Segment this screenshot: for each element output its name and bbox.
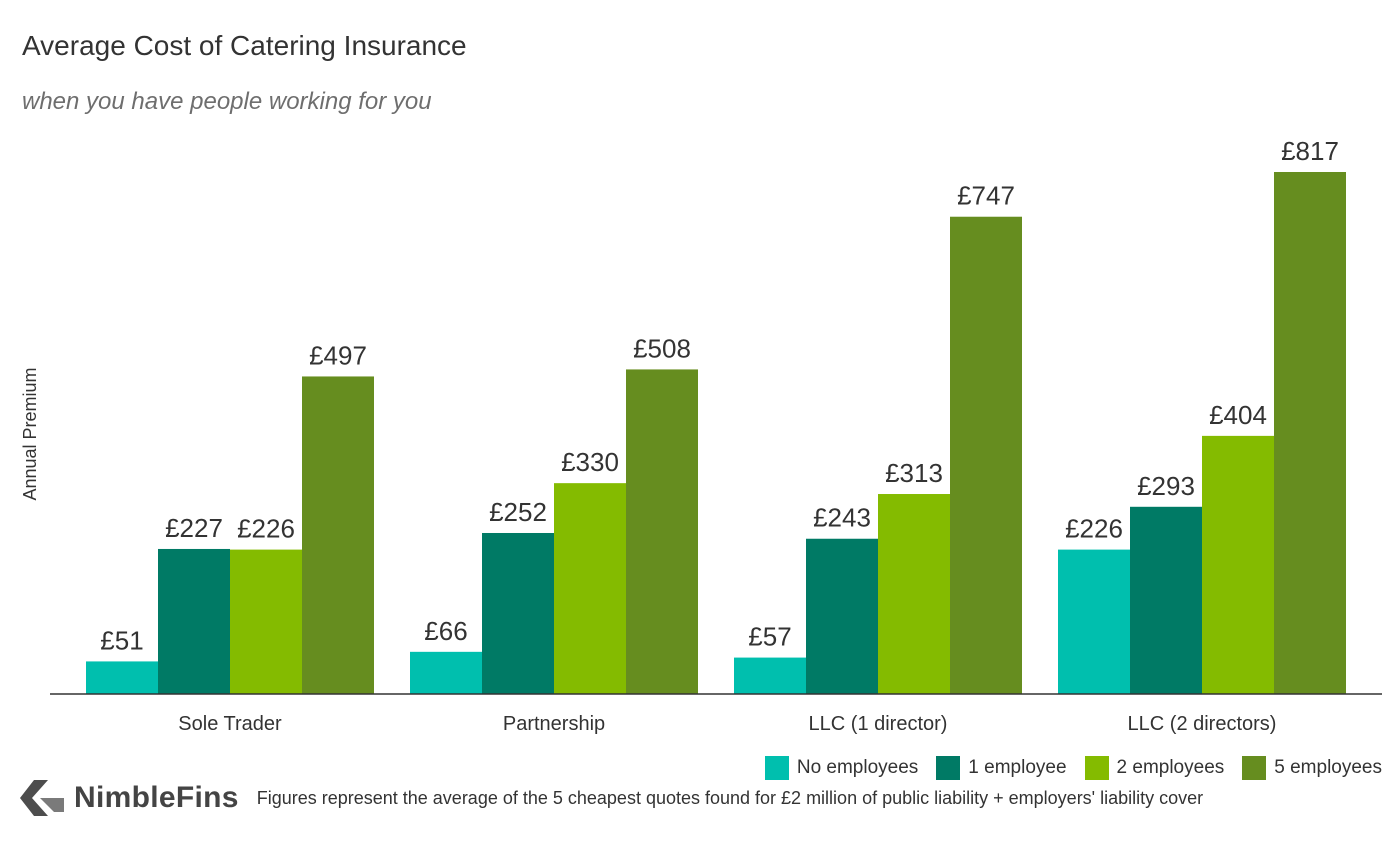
data-label: £313 <box>885 458 943 488</box>
data-label: £252 <box>489 497 547 527</box>
data-label: £227 <box>165 513 223 543</box>
bar-chart: Annual Premium £51 £227 £226 £497 Sole Trader… <box>20 136 1382 735</box>
bar <box>734 657 806 694</box>
data-label: £497 <box>309 340 367 370</box>
legend-item: 1 employee <box>936 756 1067 780</box>
legend-swatch <box>1084 756 1109 780</box>
legend-swatch <box>764 756 789 780</box>
bar <box>1058 549 1130 694</box>
legend-item: No employees <box>764 756 919 780</box>
chart-title: Average Cost of Catering Insurance <box>22 30 467 61</box>
logo-text: NimbleFins <box>74 781 239 814</box>
data-label: £508 <box>633 333 691 363</box>
data-label: £226 <box>237 514 295 544</box>
bar <box>1274 172 1346 694</box>
data-label: £404 <box>1209 400 1267 430</box>
legend-item: 5 employees <box>1242 756 1382 780</box>
legend-swatch <box>1242 756 1267 780</box>
legend-label: No employees <box>796 757 919 778</box>
legend-label: 1 employee <box>968 757 1067 778</box>
legend-label: 2 employees <box>1116 757 1225 778</box>
bar <box>626 369 698 694</box>
nimblefins-logo: NimbleFins <box>18 778 239 818</box>
data-label: £66 <box>424 616 467 646</box>
x-tick-label: Partnership <box>503 713 605 735</box>
data-label: £57 <box>748 622 791 652</box>
bar <box>554 483 626 694</box>
bar <box>302 376 374 694</box>
footnote: Figures represent the average of the 5 c… <box>256 787 1204 808</box>
data-label: £330 <box>561 447 619 477</box>
bar <box>86 661 158 694</box>
data-label: £51 <box>100 625 143 655</box>
bar <box>1202 435 1274 694</box>
bar <box>410 651 482 694</box>
data-label: £226 <box>1065 514 1123 544</box>
bar <box>878 494 950 694</box>
nimblefins-chevron-icon <box>20 780 64 816</box>
bar <box>158 548 230 694</box>
data-label: £747 <box>957 181 1015 211</box>
chart-subtitle: when you have people working for you <box>22 88 432 115</box>
y-axis-title: Annual Premium <box>20 367 40 500</box>
bar <box>230 549 302 694</box>
legend-label: 5 employees <box>1274 757 1382 778</box>
bar <box>1130 506 1202 694</box>
legend-item: 2 employees <box>1084 756 1225 780</box>
x-tick-label: LLC (1 director) <box>809 713 948 735</box>
bar <box>806 538 878 694</box>
data-label: £293 <box>1137 471 1195 501</box>
footer: NimbleFins Figures represent the average… <box>18 770 1388 826</box>
x-tick-label: Sole Trader <box>178 713 282 735</box>
legend-swatch <box>936 756 961 780</box>
chart-legend: No employees 1 employee 2 employees 5 emplo… <box>764 756 1382 780</box>
bar <box>482 532 554 694</box>
data-label: £243 <box>813 503 871 533</box>
x-tick-label: LLC (2 directors) <box>1128 713 1277 735</box>
bar <box>950 216 1022 694</box>
data-label: £817 <box>1281 136 1339 166</box>
